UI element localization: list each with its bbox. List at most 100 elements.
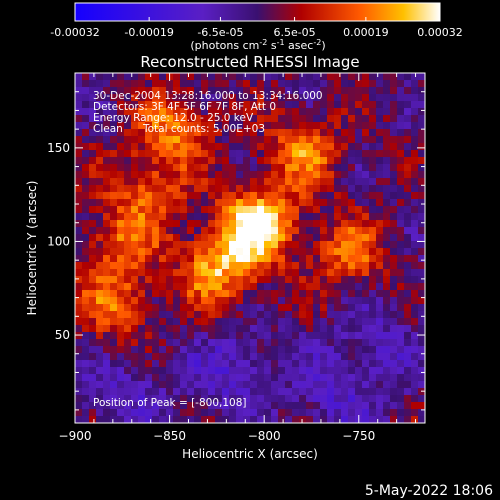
heatmap-cell <box>369 360 377 368</box>
heatmap-cell <box>334 150 342 158</box>
heatmap-cell <box>292 304 300 312</box>
heatmap-cell <box>194 304 202 312</box>
heatmap-cell <box>299 346 307 354</box>
heatmap-cell <box>383 80 391 88</box>
heatmap-cell <box>348 248 356 256</box>
heatmap-cell <box>229 416 237 424</box>
heatmap-cell <box>383 269 391 277</box>
heatmap-cell <box>355 318 363 326</box>
heatmap-cell <box>159 409 167 417</box>
heatmap-cell <box>390 297 398 305</box>
heatmap-cell <box>201 409 209 417</box>
heatmap-cell <box>222 87 230 95</box>
heatmap-cell <box>341 101 349 109</box>
heatmap-cell <box>362 367 370 375</box>
heatmap-cell <box>418 255 426 263</box>
heatmap-cell <box>173 346 181 354</box>
heatmap-cell <box>82 409 90 417</box>
heatmap-cell <box>145 122 153 130</box>
heatmap-cell <box>75 129 83 137</box>
heatmap-cell <box>138 290 146 298</box>
heatmap-cell <box>390 73 398 81</box>
heatmap-cell <box>89 381 97 389</box>
heatmap-cell <box>313 409 321 417</box>
heatmap-cell <box>376 143 384 151</box>
heatmap-cell <box>124 339 132 347</box>
heatmap-cell <box>348 339 356 347</box>
heatmap-cell <box>208 73 216 81</box>
heatmap-cell <box>173 360 181 368</box>
heatmap-cell <box>124 185 132 193</box>
heatmap-cell <box>159 346 167 354</box>
heatmap-cell <box>215 269 223 277</box>
heatmap-cell <box>404 150 412 158</box>
heatmap-cell <box>166 304 174 312</box>
heatmap-cell <box>194 416 202 424</box>
heatmap-cell <box>82 171 90 179</box>
heatmap-cell <box>390 381 398 389</box>
heatmap-cell <box>348 304 356 312</box>
heatmap-cell <box>103 248 111 256</box>
heatmap-cell <box>229 388 237 396</box>
heatmap-cell <box>75 150 83 158</box>
heatmap-cell <box>271 269 279 277</box>
heatmap-cell <box>334 87 342 95</box>
heatmap-cell <box>418 87 426 95</box>
heatmap-cell <box>131 248 139 256</box>
heatmap-cell <box>145 353 153 361</box>
heatmap-cell <box>159 402 167 410</box>
heatmap-cell <box>96 199 104 207</box>
heatmap-cell <box>292 143 300 151</box>
heatmap-cell <box>229 409 237 417</box>
heatmap-cell <box>390 80 398 88</box>
heatmap-cell <box>397 94 405 102</box>
heatmap-cell <box>201 199 209 207</box>
heatmap-cell <box>418 416 426 424</box>
heatmap-cell <box>187 213 195 221</box>
heatmap-cell <box>334 311 342 319</box>
heatmap-cell <box>390 304 398 312</box>
heatmap-cell <box>383 248 391 256</box>
y-tick-label: 100 <box>47 234 70 248</box>
heatmap-cell <box>292 339 300 347</box>
heatmap-cell <box>222 94 230 102</box>
heatmap-cell <box>89 262 97 270</box>
heatmap-cell <box>243 402 251 410</box>
heatmap-cell <box>397 150 405 158</box>
heatmap-cell <box>271 122 279 130</box>
heatmap-cell <box>173 227 181 235</box>
heatmap-cell <box>145 108 153 116</box>
heatmap-cell <box>292 388 300 396</box>
heatmap-cell <box>75 290 83 298</box>
heatmap-cell <box>397 283 405 291</box>
heatmap-cell <box>89 227 97 235</box>
heatmap-cell <box>173 283 181 291</box>
heatmap-cell <box>152 318 160 326</box>
heatmap-cell <box>96 80 104 88</box>
heatmap-cell <box>285 171 293 179</box>
heatmap-cell <box>271 290 279 298</box>
heatmap-cell <box>257 360 265 368</box>
heatmap-cell <box>180 269 188 277</box>
heatmap-cell <box>243 353 251 361</box>
heatmap-cell <box>397 290 405 298</box>
heatmap-cell <box>390 171 398 179</box>
heatmap-cell <box>173 402 181 410</box>
heatmap-cell <box>327 395 335 403</box>
heatmap-cell <box>250 206 258 214</box>
heatmap-cell <box>215 115 223 123</box>
heatmap-cell <box>236 388 244 396</box>
heatmap-cell <box>124 150 132 158</box>
heatmap-cell <box>82 115 90 123</box>
heatmap-cell <box>187 262 195 270</box>
heatmap-cell <box>131 297 139 305</box>
heatmap-cell <box>159 269 167 277</box>
annotation-time-range: 30-Dec-2004 13:28:16.000 to 13:34:16.000 <box>93 90 323 102</box>
heatmap-cell <box>236 178 244 186</box>
heatmap-cell <box>96 297 104 305</box>
heatmap-cell <box>208 87 216 95</box>
heatmap-cell <box>397 311 405 319</box>
heatmap-cell <box>103 220 111 228</box>
heatmap-cell <box>124 248 132 256</box>
heatmap-cell <box>278 297 286 305</box>
